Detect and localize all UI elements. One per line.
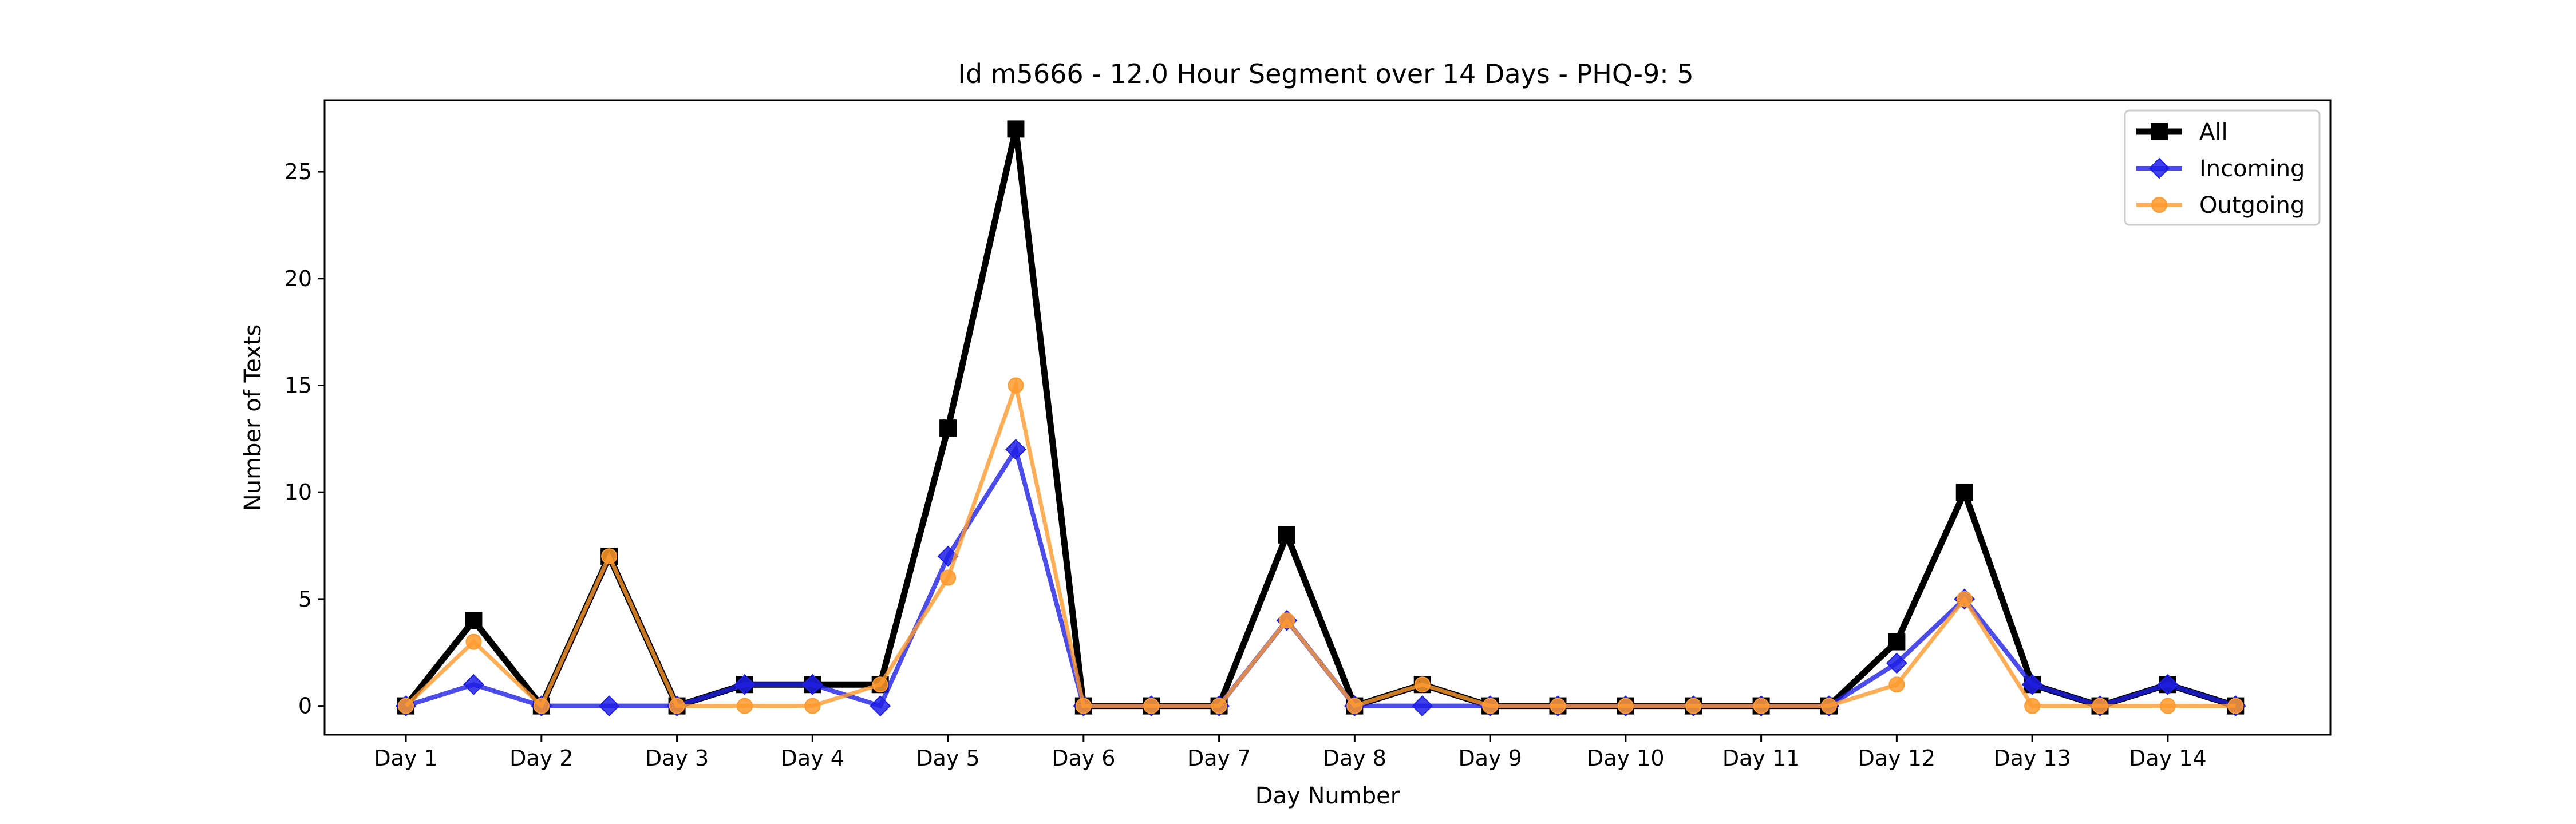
x-tick-label: Day 7	[1187, 746, 1251, 771]
x-tick-label: Day 10	[1587, 746, 1664, 771]
data-point	[736, 698, 753, 714]
y-tick-label: 0	[298, 694, 312, 719]
x-tick-label: Day 1	[374, 746, 437, 771]
data-point	[1685, 698, 1702, 714]
data-point	[1821, 698, 1837, 714]
legend-item: Outgoing	[2136, 192, 2305, 219]
data-point	[398, 698, 414, 714]
data-point	[465, 633, 482, 650]
data-point	[872, 676, 888, 693]
data-point	[1482, 698, 1499, 714]
legend-label: All	[2199, 119, 2228, 145]
data-point	[801, 674, 823, 695]
legend: All Incoming Outgoing	[2124, 109, 2321, 226]
legend-item: Incoming	[2136, 156, 2305, 182]
data-point	[1412, 695, 1433, 717]
y-tick-label: 25	[285, 159, 312, 184]
data-point	[1007, 120, 1025, 138]
x-tick-label: Day 3	[645, 746, 709, 771]
data-point	[1955, 484, 1973, 501]
y-tick-label: 5	[298, 587, 312, 612]
data-point	[1886, 652, 1907, 674]
data-point	[2092, 698, 2108, 714]
data-point	[2157, 674, 2179, 695]
x-tick-label: Day 5	[916, 746, 979, 771]
x-axis-label: Day Number	[1255, 783, 1400, 809]
data-point	[669, 698, 685, 714]
x-tick-label: Day 12	[1858, 746, 1935, 771]
y-axis-label: Number of Texts	[240, 324, 266, 511]
data-point	[2227, 698, 2244, 714]
data-point	[804, 698, 821, 714]
data-point	[1278, 612, 1295, 629]
legend-box	[2124, 109, 2321, 226]
data-point	[940, 569, 957, 586]
series-line	[404, 378, 2236, 710]
data-point	[533, 698, 550, 714]
legend-marker	[2148, 157, 2170, 179]
chart-title: Id m5666 - 12.0 Hour Segment over 14 Day…	[958, 58, 1693, 89]
series-layer	[395, 120, 2246, 717]
data-point	[1888, 676, 1905, 693]
data-point	[939, 419, 957, 437]
x-tick-label: Day 11	[1722, 746, 1800, 771]
data-point	[1143, 698, 1160, 714]
y-tick-label: 20	[285, 266, 312, 291]
data-point	[1414, 676, 1431, 693]
data-point	[1617, 698, 1634, 714]
data-point	[1550, 698, 1566, 714]
data-point	[734, 674, 756, 695]
data-point	[463, 674, 484, 695]
y-tick-label: 10	[285, 480, 312, 505]
data-point	[2021, 674, 2043, 695]
x-tick-label: Day 13	[1993, 746, 2071, 771]
data-point	[1753, 698, 1769, 714]
x-axis: Day 1 Day 2 Day 3 Day 4 Day 5 Day 6 Day 7 Day 8…	[374, 735, 2207, 771]
data-point	[598, 695, 620, 717]
data-point	[465, 612, 483, 629]
data-point	[2024, 698, 2041, 714]
x-tick-label: Day 9	[1458, 746, 1522, 771]
x-tick-label: Day 8	[1323, 746, 1386, 771]
x-tick-label: Day 4	[781, 746, 844, 771]
legend-marker	[2151, 197, 2167, 213]
plot-area	[325, 100, 2330, 735]
data-point	[1956, 591, 1973, 607]
legend-item: All	[2136, 119, 2228, 145]
x-tick-label: Day 6	[1052, 746, 1115, 771]
data-point	[870, 695, 891, 717]
data-point	[1211, 698, 1227, 714]
data-point	[1346, 698, 1363, 714]
y-tick-label: 15	[285, 373, 312, 398]
plot-frame	[323, 99, 2332, 736]
data-point	[1008, 377, 1024, 394]
data-point	[1888, 633, 1906, 651]
data-point	[1005, 439, 1026, 460]
legend-label: Outgoing	[2199, 192, 2305, 219]
data-point	[601, 548, 618, 565]
data-point	[2159, 698, 2176, 714]
legend-marker	[2151, 123, 2168, 140]
x-tick-label: Day 2	[509, 746, 573, 771]
data-point	[1075, 698, 1092, 714]
x-tick-label: Day 14	[2129, 746, 2206, 771]
legend-label: Incoming	[2199, 156, 2305, 182]
series-outgoing	[398, 377, 2244, 714]
y-axis: 0 5 10 15 20 25	[285, 159, 325, 719]
data-point	[1278, 526, 1295, 544]
